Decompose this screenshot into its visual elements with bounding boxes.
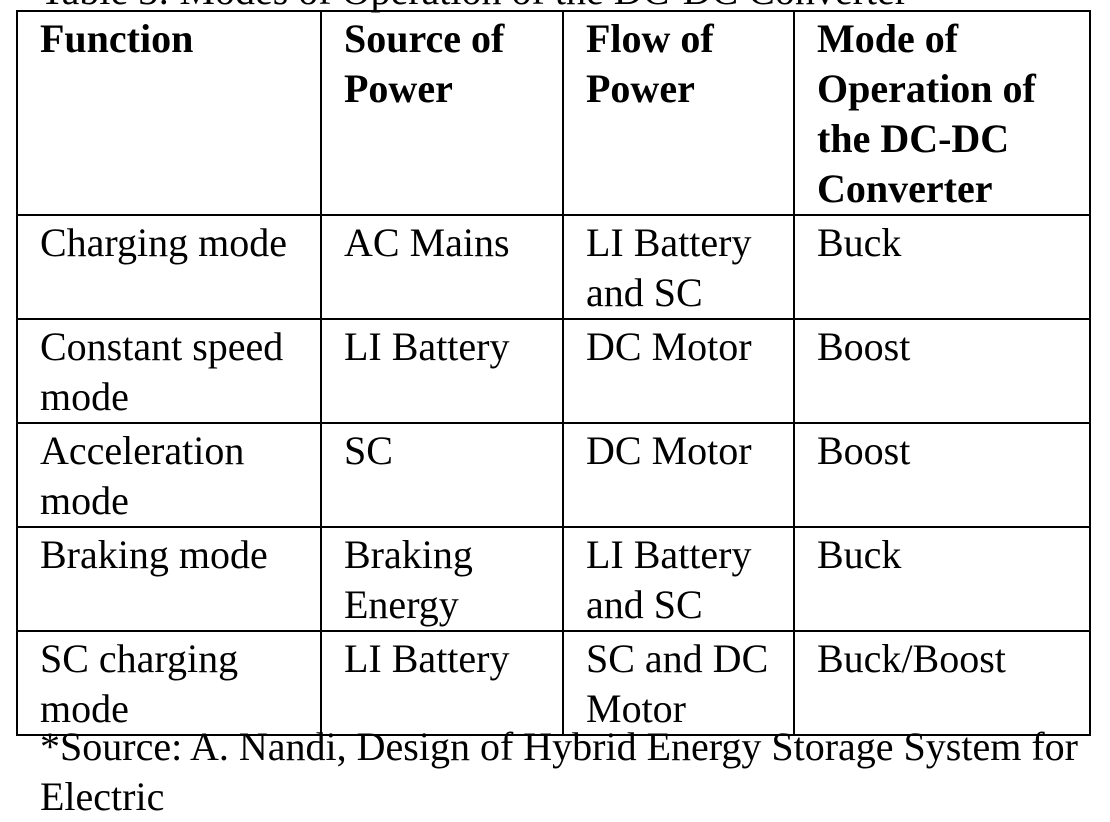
table-row: SC charging mode LI Battery SC and DC Mo… (16, 630, 1091, 736)
header-mode: Mode of Operation of the DC-DC Converter (793, 10, 1091, 216)
cell: LI Battery (320, 318, 564, 424)
header-source: Source of Power (320, 10, 564, 216)
cell: LI Battery and SC (562, 526, 795, 632)
cell: SC (320, 422, 564, 528)
cell: Buck (793, 526, 1091, 632)
modes-table: Function Source of Power Flow of Power M… (16, 10, 1091, 736)
table-row: Constant speed mode LI Battery DC Motor … (16, 318, 1091, 424)
cell: SC charging mode (16, 630, 322, 736)
cell: Braking mode (16, 526, 322, 632)
table-row: Braking mode Braking Energy LI Battery a… (16, 526, 1091, 632)
cell: Acceleration mode (16, 422, 322, 528)
table-row: Acceleration mode SC DC Motor Boost (16, 422, 1091, 528)
cell: Boost (793, 318, 1091, 424)
table-header-row: Function Source of Power Flow of Power M… (16, 10, 1091, 216)
cell: Boost (793, 422, 1091, 528)
cell: Charging mode (16, 214, 322, 320)
cell: SC and DC Motor (562, 630, 795, 736)
header-flow: Flow of Power (562, 10, 795, 216)
source-footnote: *Source: A. Nandi, Design of Hybrid Ener… (40, 724, 1078, 819)
cell: Constant speed mode (16, 318, 322, 424)
cell: DC Motor (562, 318, 795, 424)
cell: LI Battery (320, 630, 564, 736)
cell: LI Battery and SC (562, 214, 795, 320)
table-caption: Table 3: Modes of Operation of the DC-DC… (40, 0, 1090, 16)
cell: AC Mains (320, 214, 564, 320)
cell: Braking Energy (320, 526, 564, 632)
table-row: Charging mode AC Mains LI Battery and SC… (16, 214, 1091, 320)
cell: Buck (793, 214, 1091, 320)
cell: Buck/Boost (793, 630, 1091, 736)
cell: DC Motor (562, 422, 795, 528)
header-function: Function (16, 10, 322, 216)
